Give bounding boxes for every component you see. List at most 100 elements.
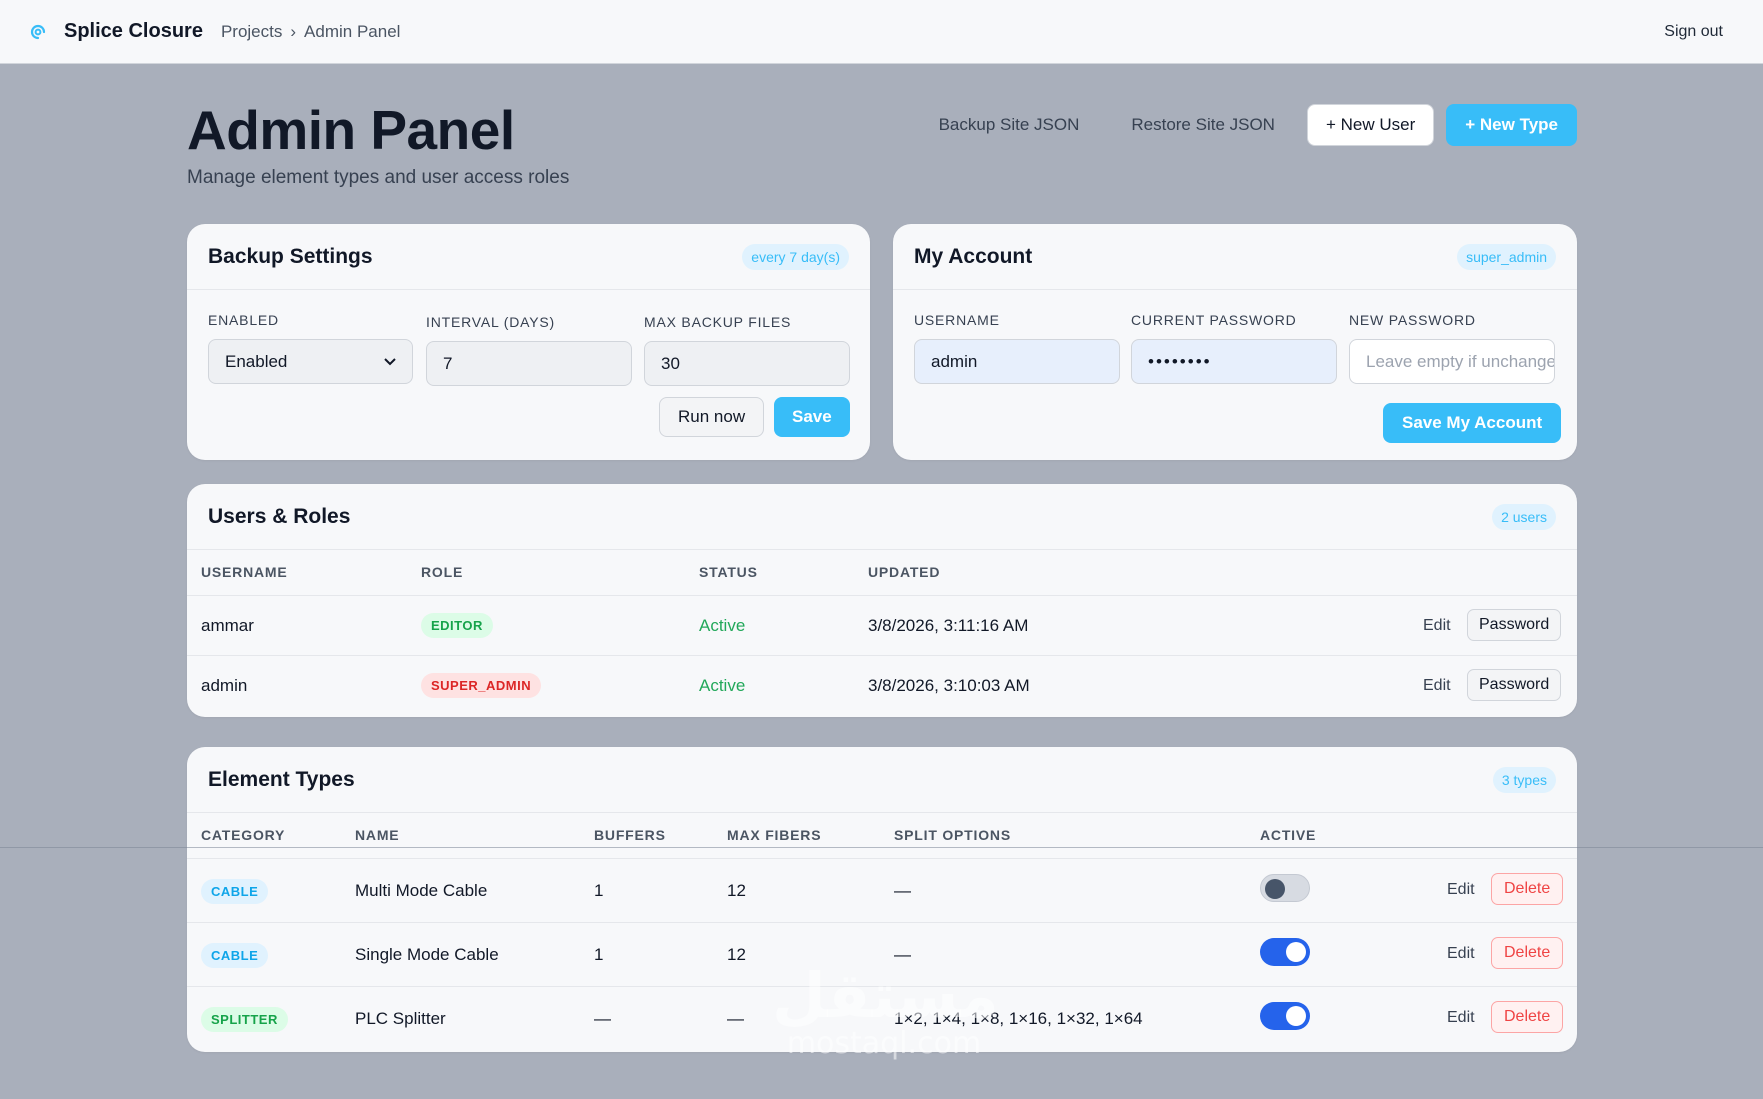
edit-user-button[interactable]: Edit (1423, 677, 1451, 694)
header-actions: Backup Site JSON Restore Site JSON + New… (919, 104, 1577, 146)
type-split-options: — (894, 881, 911, 900)
backup-site-json-button[interactable]: Backup Site JSON (938, 115, 1080, 134)
username-input[interactable]: admin (914, 339, 1120, 384)
toggle-knob (1265, 879, 1285, 899)
role-badge: SUPER_ADMIN (421, 673, 542, 698)
column-header-status: STATUS (699, 564, 758, 580)
toggle-knob (1286, 942, 1306, 962)
my-account-header: My Account super_admin (893, 224, 1577, 290)
card-title: Element Types (208, 767, 355, 791)
type-buffers: 1 (594, 881, 604, 900)
type-split-options: — (894, 945, 911, 964)
table-row: ammar EDITOR Active 3/8/2026, 3:11:16 AM… (187, 595, 1577, 655)
edit-type-button[interactable]: Edit (1447, 881, 1475, 898)
delete-type-button[interactable]: Delete (1491, 1001, 1564, 1033)
types-count-badge: 3 types (1492, 766, 1556, 793)
username-label: USERNAME (914, 312, 1000, 328)
updated-timestamp: 3/8/2026, 3:11:16 AM (868, 616, 1029, 635)
table-row: SPLITTER PLC Splitter — — 1×2, 1×4, 1×8,… (187, 986, 1577, 1052)
save-my-account-button[interactable]: Save My Account (1383, 403, 1562, 443)
table-row: admin SUPER_ADMIN Active 3/8/2026, 3:10:… (187, 655, 1577, 717)
toggle-knob (1286, 1006, 1306, 1026)
type-name: Multi Mode Cable (355, 881, 488, 900)
new-user-button[interactable]: + New User (1306, 104, 1435, 146)
table-row: CABLE Multi Mode Cable 1 12 — Edit Delet… (187, 858, 1577, 922)
top-bar: Splice Closure Projects › Admin Panel Si… (0, 0, 1763, 64)
status-text: Active (699, 676, 746, 695)
card-title: Backup Settings (208, 244, 373, 268)
updated-timestamp: 3/8/2026, 3:10:03 AM (868, 676, 1030, 695)
column-header-buffers: BUFFERS (594, 827, 666, 843)
status-text: Active (699, 616, 746, 635)
max-backup-files-label: MAX BACKUP FILES (644, 314, 792, 330)
backup-settings-header: Backup Settings every 7 day(s) (187, 224, 870, 290)
active-toggle[interactable] (1260, 1002, 1310, 1030)
type-buffers: — (594, 1009, 611, 1028)
category-badge: CABLE (201, 879, 269, 904)
delete-type-button[interactable]: Delete (1491, 937, 1564, 969)
role-badge: EDITOR (421, 613, 493, 638)
backup-settings-card: Backup Settings every 7 day(s) ENABLED E… (187, 224, 870, 460)
enabled-select-value: Enabled (225, 351, 288, 371)
current-password-input[interactable]: •••••••• (1131, 339, 1337, 384)
account-role-badge: super_admin (1457, 243, 1556, 270)
password-button[interactable]: Password (1467, 609, 1562, 641)
type-max-fibers: 12 (727, 945, 746, 964)
column-header-active: ACTIVE (1260, 827, 1317, 843)
edit-type-button[interactable]: Edit (1447, 1009, 1475, 1026)
card-title: My Account (914, 244, 1033, 268)
interval-days-input[interactable]: 7 (426, 341, 632, 386)
column-header-username: USERNAME (201, 564, 288, 580)
new-password-label: NEW PASSWORD (1349, 312, 1476, 328)
edit-user-button[interactable]: Edit (1423, 617, 1451, 634)
element-types-header: Element Types 3 types (187, 747, 1577, 813)
table-row: CABLE Single Mode Cable 1 12 — Edit Dele… (187, 922, 1577, 986)
backup-interval-badge: every 7 day(s) (742, 243, 849, 270)
breadcrumb-projects[interactable]: Projects (220, 21, 283, 41)
my-account-card: My Account super_admin USERNAME admin CU… (893, 224, 1577, 460)
brand-name[interactable]: Splice Closure (64, 20, 203, 42)
type-buffers: 1 (594, 945, 604, 964)
type-split-options: 1×2, 1×4, 1×8, 1×16, 1×32, 1×64 (894, 1009, 1143, 1028)
chevron-down-icon (384, 354, 396, 369)
users-roles-header: Users & Roles 2 users (187, 484, 1577, 550)
type-name: PLC Splitter (355, 1009, 446, 1028)
max-backup-files-input[interactable]: 30 (644, 341, 850, 386)
edit-type-button[interactable]: Edit (1447, 945, 1475, 962)
active-toggle[interactable] (1260, 938, 1310, 966)
users-count-badge: 2 users (1492, 503, 1556, 530)
new-password-input[interactable]: Leave empty if unchanged (1349, 339, 1555, 384)
enabled-select[interactable]: Enabled (208, 339, 413, 384)
type-max-fibers: — (727, 1009, 744, 1028)
breadcrumb-separator: › (290, 21, 297, 41)
user-username: ammar (201, 616, 254, 635)
active-toggle[interactable] (1260, 874, 1310, 902)
column-header-split-options: SPLIT OPTIONS (894, 827, 1011, 843)
password-button[interactable]: Password (1467, 669, 1562, 701)
run-now-button[interactable]: Run now (659, 397, 765, 437)
logo-icon (28, 22, 48, 42)
column-header-category: CATEGORY (201, 827, 286, 843)
new-type-button[interactable]: + New Type (1446, 104, 1577, 146)
enabled-label: ENABLED (208, 312, 279, 328)
user-username: admin (201, 676, 248, 695)
category-badge: CABLE (201, 943, 269, 968)
card-title: Users & Roles (208, 504, 351, 528)
interval-label: INTERVAL (DAYS) (426, 314, 555, 330)
delete-type-button[interactable]: Delete (1491, 873, 1564, 905)
column-header-name: NAME (355, 827, 400, 843)
page-subtitle: Manage element types and user access rol… (187, 167, 570, 188)
users-roles-card: Users & Roles 2 users USERNAME ROLE STAT… (187, 484, 1577, 717)
save-backup-button[interactable]: Save (774, 397, 850, 437)
restore-site-json-button[interactable]: Restore Site JSON (1131, 115, 1275, 134)
sign-out-link[interactable]: Sign out (1664, 22, 1723, 40)
breadcrumb-admin-panel: Admin Panel (304, 21, 401, 41)
column-header-updated: UPDATED (868, 564, 941, 580)
page-title: Admin Panel (187, 99, 515, 161)
horizontal-divider (0, 847, 1763, 848)
current-password-label: CURRENT PASSWORD (1131, 312, 1297, 328)
category-badge: SPLITTER (201, 1007, 288, 1032)
column-header-max-fibers: MAX FIBERS (727, 827, 822, 843)
column-header-role: ROLE (421, 564, 464, 580)
type-name: Single Mode Cable (355, 945, 499, 964)
